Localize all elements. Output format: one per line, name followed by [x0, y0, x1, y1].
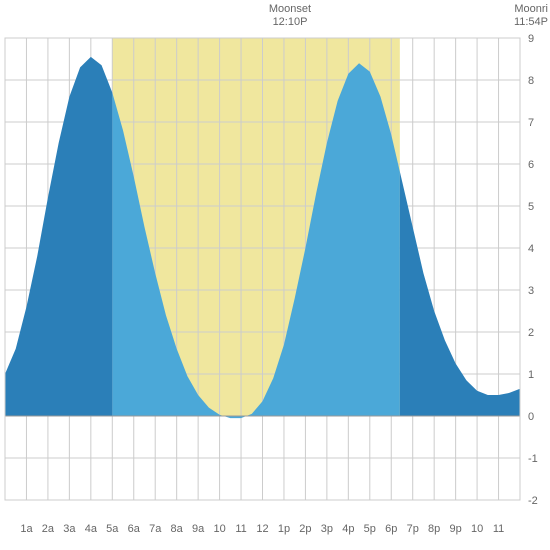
x-tick-label: 6p — [385, 523, 397, 535]
x-tick-label: 1a — [20, 523, 33, 535]
y-tick-label: 5 — [528, 201, 534, 213]
y-tick-label: 6 — [528, 159, 534, 171]
x-tick-label: 7a — [149, 523, 162, 535]
tide-chart: -2-101234567891a2a3a4a5a6a7a8a9a1011121p… — [0, 0, 550, 550]
x-tick-label: 2a — [42, 523, 55, 535]
x-tick-label: 5a — [106, 523, 119, 535]
x-tick-label: 4a — [85, 523, 98, 535]
x-tick-label: 4p — [342, 523, 354, 535]
x-tick-label: 9a — [192, 523, 205, 535]
x-tick-label: 1p — [278, 523, 290, 535]
moonrise-time: 11:54P — [514, 16, 548, 28]
y-tick-label: 8 — [528, 75, 534, 87]
x-tick-label: 10 — [471, 523, 483, 535]
y-tick-label: 1 — [528, 369, 534, 381]
x-tick-label: 8a — [171, 523, 184, 535]
chart-svg: -2-101234567891a2a3a4a5a6a7a8a9a1011121p… — [0, 0, 550, 550]
moonrise-label: Moonri — [514, 3, 548, 15]
y-tick-label: 7 — [528, 117, 534, 129]
moonset-time: 12:10P — [273, 16, 308, 28]
x-tick-label: 12 — [256, 523, 268, 535]
y-tick-label: 3 — [528, 285, 534, 297]
x-tick-label: 3p — [321, 523, 333, 535]
y-tick-label: 0 — [528, 411, 534, 423]
x-tick-label: 9p — [450, 523, 462, 535]
x-tick-label: 10 — [213, 523, 225, 535]
x-tick-label: 3a — [63, 523, 76, 535]
x-tick-label: 11 — [493, 523, 504, 535]
x-tick-label: 11 — [235, 523, 246, 535]
x-tick-label: 5p — [364, 523, 376, 535]
x-tick-label: 6a — [128, 523, 141, 535]
y-tick-label: 4 — [528, 243, 534, 255]
x-tick-label: 8p — [428, 523, 440, 535]
moonset-label: Moonset — [269, 3, 311, 15]
y-tick-label: -1 — [528, 453, 538, 465]
y-tick-label: 9 — [528, 33, 534, 45]
y-tick-label: 2 — [528, 327, 534, 339]
y-tick-label: -2 — [528, 495, 538, 507]
x-tick-label: 7p — [407, 523, 419, 535]
x-tick-label: 2p — [299, 523, 311, 535]
